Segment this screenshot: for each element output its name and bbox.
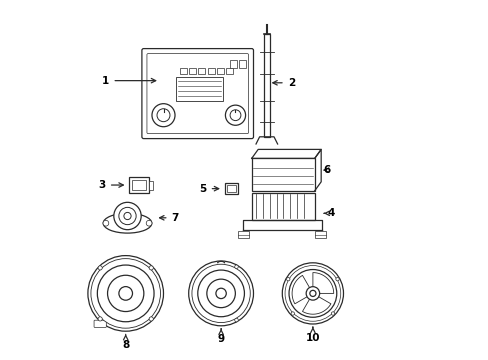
Bar: [251, 158, 314, 191]
Bar: [217, 68, 224, 74]
Circle shape: [146, 220, 152, 226]
Bar: [226, 68, 233, 74]
Text: 1: 1: [102, 76, 155, 86]
Text: 2: 2: [272, 78, 294, 88]
Circle shape: [234, 265, 238, 269]
Bar: [189, 68, 196, 74]
Circle shape: [305, 287, 319, 300]
Bar: [132, 180, 146, 190]
Circle shape: [206, 279, 235, 308]
Circle shape: [149, 317, 153, 321]
FancyBboxPatch shape: [142, 49, 253, 139]
Text: 9: 9: [217, 329, 224, 345]
Text: 4: 4: [324, 208, 334, 218]
Circle shape: [197, 270, 244, 317]
Bar: [251, 193, 314, 220]
Circle shape: [216, 288, 226, 298]
Circle shape: [114, 202, 141, 230]
Text: 8: 8: [122, 334, 129, 350]
FancyBboxPatch shape: [146, 54, 248, 134]
Circle shape: [91, 258, 160, 328]
Text: 10: 10: [305, 327, 320, 343]
Bar: [176, 77, 223, 101]
Circle shape: [288, 270, 336, 317]
Bar: [120, 217, 135, 227]
Circle shape: [285, 266, 340, 321]
Bar: [207, 68, 214, 74]
Bar: [239, 60, 245, 68]
Bar: [179, 68, 186, 74]
Circle shape: [157, 109, 170, 122]
Circle shape: [149, 266, 153, 270]
Text: 6: 6: [323, 165, 330, 175]
Circle shape: [309, 290, 315, 297]
Circle shape: [225, 105, 245, 125]
Bar: [224, 183, 238, 194]
Circle shape: [152, 104, 175, 127]
Circle shape: [107, 275, 143, 311]
Circle shape: [98, 266, 102, 270]
Circle shape: [188, 261, 253, 326]
Bar: [263, 34, 269, 137]
Circle shape: [230, 110, 241, 121]
Ellipse shape: [103, 213, 151, 233]
Circle shape: [119, 207, 136, 225]
Circle shape: [88, 256, 163, 331]
Bar: [230, 60, 236, 68]
Bar: [315, 231, 325, 238]
Circle shape: [103, 220, 108, 226]
Circle shape: [192, 264, 250, 323]
Bar: [129, 177, 149, 193]
Circle shape: [286, 278, 289, 281]
Circle shape: [119, 287, 132, 300]
Text: 3: 3: [99, 180, 123, 190]
Bar: [226, 185, 236, 192]
Circle shape: [98, 317, 102, 321]
Text: 7: 7: [159, 213, 179, 223]
Bar: [238, 231, 249, 238]
FancyBboxPatch shape: [94, 320, 106, 327]
Circle shape: [234, 318, 238, 322]
Circle shape: [290, 312, 294, 315]
Circle shape: [335, 278, 339, 281]
Text: 5: 5: [199, 184, 218, 194]
Circle shape: [282, 263, 343, 324]
Circle shape: [331, 312, 334, 315]
Bar: [198, 68, 205, 74]
Bar: [149, 180, 152, 190]
Circle shape: [97, 265, 154, 322]
Circle shape: [123, 212, 131, 220]
